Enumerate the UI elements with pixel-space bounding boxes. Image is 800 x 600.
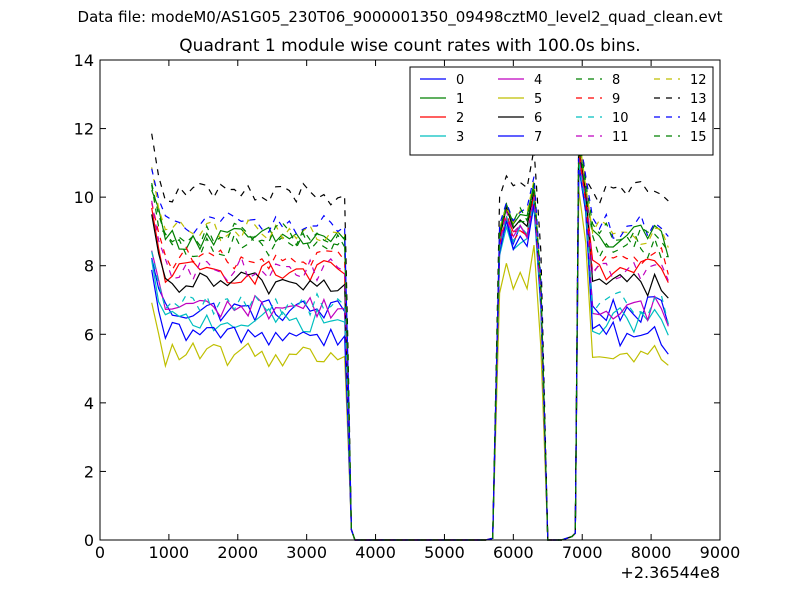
x-tick-label: 8000 — [631, 543, 672, 562]
y-tick-label: 6 — [84, 325, 94, 344]
x-tick-label: 5000 — [424, 543, 465, 562]
series-line-12 — [151, 135, 669, 541]
y-tick-label: 4 — [84, 394, 94, 413]
legend-label-2: 2 — [456, 111, 464, 126]
x-tick-label: 9000 — [700, 543, 741, 562]
legend-label-11: 11 — [612, 130, 629, 145]
series-line-15 — [151, 135, 669, 541]
series-line-13 — [151, 125, 669, 541]
series-line-1 — [151, 145, 669, 541]
x-offset-label: +2.36544e8 — [620, 563, 720, 582]
y-tick-label: 0 — [84, 531, 94, 550]
x-tick-label: 7000 — [562, 543, 603, 562]
x-tick-label: 3000 — [286, 543, 327, 562]
x-tick-label: 6000 — [493, 543, 534, 562]
legend-label-12: 12 — [690, 73, 707, 88]
x-tick-label: 0 — [95, 543, 105, 562]
y-tick-label: 12 — [74, 120, 94, 139]
y-tick-label: 2 — [84, 462, 94, 481]
x-tick-label: 4000 — [355, 543, 396, 562]
y-tick-label: 8 — [84, 257, 94, 276]
y-tick-label: 14 — [74, 51, 94, 70]
ticks-layer: 0 1000 2000 3000 4000 5000 6000 7000 8000 9000 0 2 4… — [74, 51, 741, 562]
legend-box — [409, 66, 714, 156]
series-layer — [151, 125, 669, 541]
chart-title: Quadrant 1 module wise count rates with … — [179, 36, 641, 56]
legend-label-15: 15 — [690, 130, 707, 145]
series-line-8 — [151, 142, 669, 541]
legend-label-4: 4 — [534, 73, 542, 88]
legend-label-3: 3 — [456, 130, 464, 145]
legend-label-0: 0 — [456, 73, 464, 88]
axes-frame — [99, 59, 721, 541]
legend-label-6: 6 — [534, 111, 542, 126]
x-tick-label: 1000 — [149, 543, 190, 562]
legend-label-13: 13 — [690, 92, 707, 107]
y-tick-label: 10 — [74, 188, 94, 207]
chart-suptitle: Data file: modeM0/AS1G05_230T06_90000013… — [77, 8, 723, 26]
legend-label-9: 9 — [612, 92, 620, 107]
legend-label-5: 5 — [534, 92, 542, 107]
x-tick-label: 2000 — [217, 543, 258, 562]
legend-label-14: 14 — [690, 111, 707, 126]
legend-label-1: 1 — [456, 92, 464, 107]
legend-label-10: 10 — [612, 111, 629, 126]
legend-label-8: 8 — [612, 73, 620, 88]
legend-label-7: 7 — [534, 130, 542, 145]
